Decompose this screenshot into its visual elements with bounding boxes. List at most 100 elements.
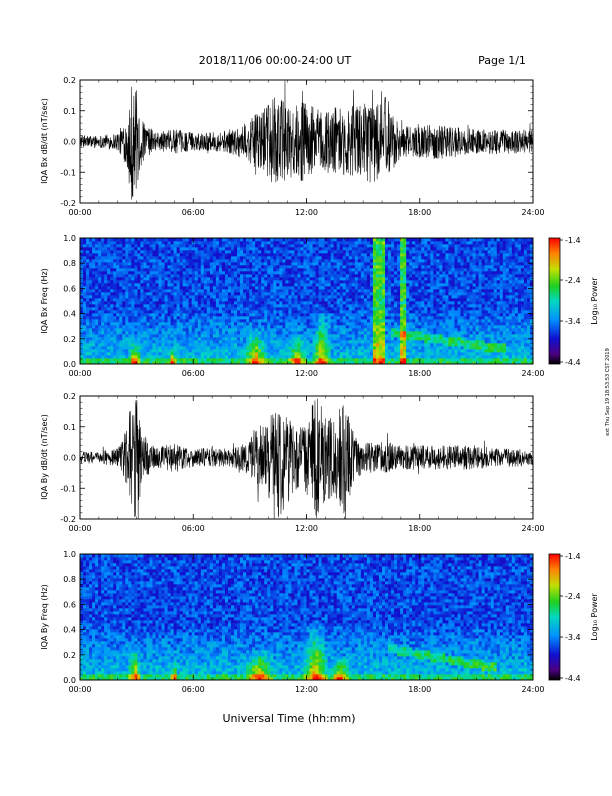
bx-spectrogram-cell xyxy=(243,349,246,352)
bx-spectrogram-cell xyxy=(340,277,343,280)
bx-spectrogram-cell xyxy=(261,322,264,325)
bx-spectrogram-cell xyxy=(128,328,131,331)
bx-spectrogram-cell xyxy=(261,340,264,343)
bx-spectrogram-cell xyxy=(310,247,313,250)
bx-spectrogram-cell xyxy=(364,286,367,289)
bx-spectrogram-cell xyxy=(89,259,92,262)
bx-spectrogram-cell xyxy=(288,292,291,295)
bx-spectrogram-cell xyxy=(234,238,237,241)
bx-spectrogram-cell xyxy=(400,325,403,328)
bx-spectrogram-cell xyxy=(180,280,183,283)
bx-spectrogram-cell xyxy=(201,328,204,331)
bx-spectrogram-cell xyxy=(415,274,418,277)
bx-spectrogram-cell xyxy=(346,334,349,337)
bx-spectrogram-cell xyxy=(140,253,143,256)
bx-spectrogram-cell xyxy=(192,355,195,358)
bx-spectrogram-cell xyxy=(125,358,128,361)
bx-spectrogram-cell xyxy=(406,358,409,361)
bx-spectrogram-cell xyxy=(140,346,143,349)
bx-spectrogram-cell xyxy=(319,355,322,358)
bx-spectrogram-cell xyxy=(294,265,297,268)
bx-spectrogram-cell xyxy=(370,310,373,313)
bx-spectrogram-cell xyxy=(385,298,388,301)
bx-dbdt-trace xyxy=(80,81,533,200)
bx-spectrogram-cell xyxy=(297,277,300,280)
bx-spectrogram-cell xyxy=(95,280,98,283)
bx-spectrogram-cell xyxy=(355,292,358,295)
bx-spectrogram-cell xyxy=(346,280,349,283)
bx-spectrogram-cell xyxy=(156,298,159,301)
bx-spectrogram-cell xyxy=(322,301,325,304)
bx-spectrogram-cell xyxy=(364,241,367,244)
bx-spectrogram-cell xyxy=(424,277,427,280)
bx-spectrogram-cell xyxy=(300,253,303,256)
bx-spectrogram-cell xyxy=(276,313,279,316)
bx-spectrogram-cell xyxy=(340,334,343,337)
bx-spectrogram-cell xyxy=(343,340,346,343)
bx-spectrogram-cell xyxy=(231,262,234,265)
bx-spectrogram-cell xyxy=(403,298,406,301)
bx-spectrogram-cell xyxy=(373,268,376,271)
bx-spectrogram-cell xyxy=(273,265,276,268)
bx-spectrogram-cell xyxy=(134,355,137,358)
bx-spectrogram-cell xyxy=(385,280,388,283)
bx-spectrogram-cell xyxy=(110,322,113,325)
bx-spectrogram-cell xyxy=(364,295,367,298)
bx-spectrogram-cell xyxy=(297,319,300,322)
bx-spectrogram-cell xyxy=(137,244,140,247)
bx-spectrogram-cell xyxy=(146,325,149,328)
bx-spectrogram-cell xyxy=(303,349,306,352)
bx-spectrogram-cell xyxy=(282,247,285,250)
bx-spectrogram-cell xyxy=(361,328,364,331)
bx-spectrogram-cell xyxy=(367,238,370,241)
bx-spectrogram-cell xyxy=(361,331,364,334)
bx-spectrogram-cell xyxy=(340,331,343,334)
bx-spectrogram-cell xyxy=(171,262,174,265)
bx-spectrogram-cell xyxy=(270,358,273,361)
bx-spectrogram-cell xyxy=(225,268,228,271)
bx-spectrogram-cell xyxy=(192,256,195,259)
bx-spectrogram-cell xyxy=(113,346,116,349)
bx-spectrogram-cell xyxy=(409,289,412,292)
bx-spectrogram-cell xyxy=(300,310,303,313)
bx-spectrogram-cell xyxy=(101,286,104,289)
bx-spectrogram-cell xyxy=(391,262,394,265)
bx-spectrogram-cell xyxy=(204,265,207,268)
bx-spectrogram-cell xyxy=(291,289,294,292)
bx-spectrogram-cell xyxy=(325,298,328,301)
bx-spectrogram-cell xyxy=(328,259,331,262)
bx-spectrogram-cell xyxy=(412,262,415,265)
bx-spectrogram-cell xyxy=(222,283,225,286)
bx-spectrogram-cell xyxy=(310,265,313,268)
bx-spectrogram-cell xyxy=(119,331,122,334)
bx-spectrogram-cell xyxy=(294,331,297,334)
bx-spectrogram-cell xyxy=(349,247,352,250)
bx-spectrogram-cell xyxy=(113,304,116,307)
bx-spectrogram-cell xyxy=(300,322,303,325)
bx-spectrogram-cell xyxy=(367,292,370,295)
bx-spectrogram-cell xyxy=(270,286,273,289)
bx-spectrogram-cell xyxy=(207,250,210,253)
bx-spectrogram-cell xyxy=(92,313,95,316)
bx-spectrogram-cell xyxy=(310,271,313,274)
bx-spectrogram-cell xyxy=(116,304,119,307)
bx-spectrogram-cell xyxy=(258,289,261,292)
bx-spectrogram-cell xyxy=(89,238,92,241)
bx-spectrogram-cell xyxy=(276,343,279,346)
bx-spectrogram-cell xyxy=(291,241,294,244)
bx-spectrogram-cell xyxy=(156,337,159,340)
bx-spectrogram-cell xyxy=(297,298,300,301)
bx-spectrogram-cell xyxy=(140,238,143,241)
bx-spectrogram-cell xyxy=(352,244,355,247)
bx-spectrogram-cell xyxy=(352,316,355,319)
bx-spectrogram-cell xyxy=(325,340,328,343)
bx-spectrogram-cell xyxy=(156,265,159,268)
bx-spectrogram-cell xyxy=(370,268,373,271)
bx-spectrogram-cell xyxy=(225,280,228,283)
bx-spectrogram-cell xyxy=(403,325,406,328)
bx-spectrogram-cell xyxy=(382,253,385,256)
bx-spectrogram-cell xyxy=(183,352,186,355)
bx-spectrogram-cell xyxy=(152,343,155,346)
bx-spectrogram-cell xyxy=(92,319,95,322)
bx-spectrogram-cell xyxy=(258,355,261,358)
